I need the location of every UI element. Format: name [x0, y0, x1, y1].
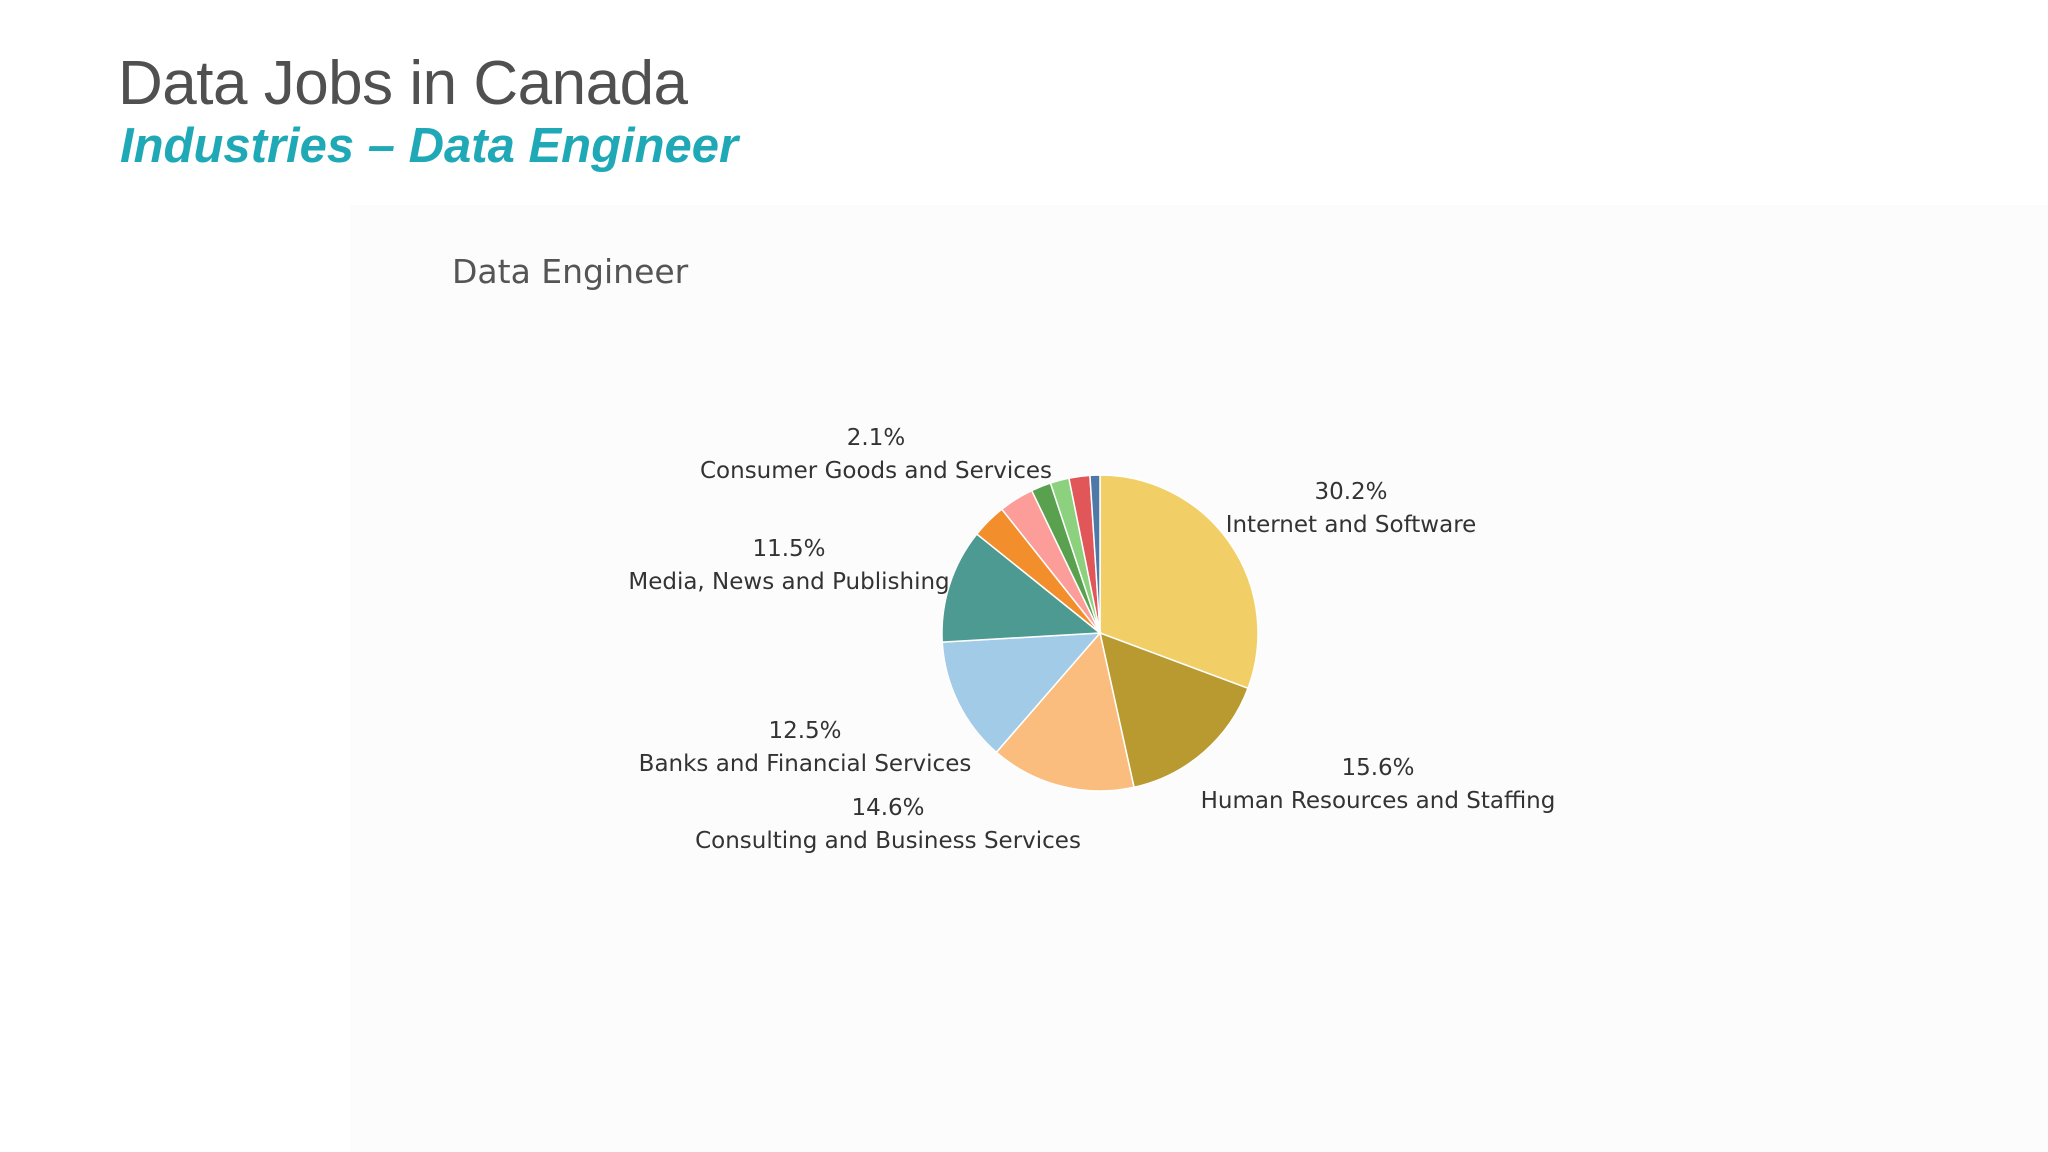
pie-slice-human-resources-and-staffing[interactable]: [1098, 631, 1249, 789]
chart-title: Data Engineer: [452, 252, 689, 291]
slide-subtitle: Industries – Data Engineer: [120, 119, 739, 173]
pie-slice-consulting-and-business-services[interactable]: [995, 631, 1135, 792]
slice-label-internet-software: 30.2% Internet and Software: [1226, 476, 1477, 542]
slice-label-banks: 12.5% Banks and Financial Services: [639, 715, 972, 781]
slice-value: 15.6%: [1341, 755, 1415, 781]
pie-slice-media-news-and-publishing[interactable]: [941, 532, 1102, 643]
slice-name: Media, News and Publishing: [628, 569, 950, 595]
slice-label-media: 11.5% Media, News and Publishing: [628, 533, 949, 599]
slice-label-consumer-goods: 2.1% Consumer Goods and Services: [700, 422, 1052, 488]
slice-label-consulting: 14.6% Consulting and Business Services: [695, 792, 1081, 858]
slice-value: 30.2%: [1314, 479, 1388, 505]
pie-slice-10[interactable]: [1089, 474, 1101, 634]
slice-name: Consumer Goods and Services: [699, 458, 1053, 484]
slice-name: Banks and Financial Services: [638, 751, 972, 777]
slice-label-human-resources: 15.6% Human Resources and Staffing: [1201, 752, 1556, 818]
slide-title: Data Jobs in Canada: [118, 49, 688, 118]
slice-value: 2.1%: [846, 425, 906, 451]
slice-name: Internet and Software: [1225, 512, 1477, 538]
slice-name: Consulting and Business Services: [695, 828, 1081, 854]
slice-value: 14.6%: [851, 795, 925, 821]
slice-value: 12.5%: [768, 718, 842, 744]
pie-slice-banks-and-financial-services[interactable]: [941, 632, 1102, 754]
slice-value: 11.5%: [752, 536, 826, 562]
pie-slice-internet-and-software[interactable]: [1099, 474, 1259, 690]
slice-name: Human Resources and Staffing: [1200, 788, 1556, 814]
